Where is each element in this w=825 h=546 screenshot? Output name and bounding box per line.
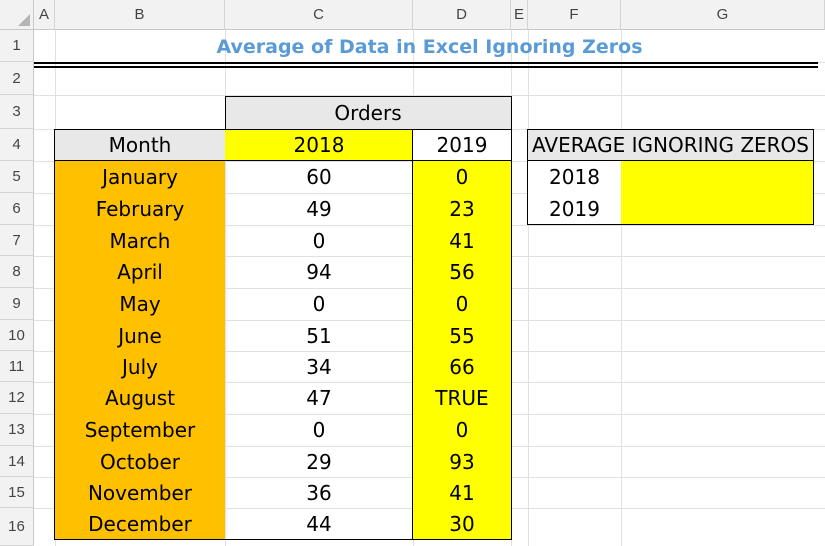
month-cell[interactable]: May	[55, 288, 225, 320]
column-header-c[interactable]: C	[225, 0, 413, 30]
row-header-15[interactable]: 15	[0, 477, 34, 508]
year-2019-header-cell[interactable]: 2019	[413, 129, 511, 161]
orders-2018-cell[interactable]: 51	[306, 323, 332, 348]
month-cell[interactable]: July	[55, 351, 225, 382]
orders-2018-cell[interactable]: 47	[306, 386, 332, 410]
row-header-12[interactable]: 12	[0, 382, 34, 414]
column-header-b[interactable]: B	[55, 0, 225, 30]
orders-2018-cell[interactable]: 44	[306, 511, 332, 536]
average-value-cell[interactable]	[621, 161, 813, 193]
row-header-1[interactable]: 1	[0, 30, 34, 62]
row-header-3[interactable]: 3	[0, 95, 34, 129]
month-cell[interactable]: June	[55, 320, 225, 351]
select-all-triangle-icon	[18, 14, 30, 26]
row-header-13[interactable]: 13	[0, 414, 34, 446]
month-cell[interactable]: August	[55, 382, 225, 414]
year-column-divider	[412, 129, 413, 540]
orders-2019-cell[interactable]: 23	[413, 193, 511, 225]
row-header-4[interactable]: 4	[0, 129, 34, 161]
month-cell[interactable]: January	[55, 161, 225, 193]
orders-2019-cell[interactable]: 56	[413, 256, 511, 288]
month-header-cell[interactable]: Month	[55, 129, 225, 161]
orders-2018-cell[interactable]: 60	[306, 165, 332, 189]
row-header-14[interactable]: 14	[0, 446, 34, 477]
row-gridline	[34, 95, 825, 96]
month-cell[interactable]: December	[55, 508, 225, 539]
average-value-cell[interactable]	[621, 193, 813, 225]
column-gridline	[225, 30, 226, 546]
average-header-divider	[527, 160, 814, 161]
orders-2019-cell[interactable]: 30	[413, 508, 511, 539]
orders-2018-cell[interactable]: 0	[312, 418, 326, 442]
month-cell[interactable]: September	[55, 414, 225, 446]
row-header-16[interactable]: 16	[0, 508, 34, 546]
orders-2019-cell[interactable]: 0	[413, 288, 511, 320]
row-header-7[interactable]: 7	[0, 225, 34, 256]
average-header-cell[interactable]: AVERAGE IGNORING ZEROS	[528, 129, 813, 161]
orders-2019-cell[interactable]: 55	[413, 320, 511, 351]
orders-2018-cell[interactable]: 36	[306, 480, 332, 505]
row-header-5[interactable]: 5	[0, 161, 34, 193]
orders-2019-cell[interactable]: 41	[413, 225, 511, 256]
row-header-9[interactable]: 9	[0, 288, 34, 320]
orders-2018-cell[interactable]: 0	[312, 292, 326, 316]
month-cell[interactable]: April	[55, 256, 225, 288]
orders-2018-cell[interactable]: 49	[306, 197, 332, 221]
column-header-d[interactable]: D	[413, 0, 511, 30]
header-divider	[54, 160, 512, 161]
average-year-cell[interactable]: 2019	[528, 193, 621, 225]
title-double-underline-top	[34, 62, 818, 64]
month-cell[interactable]: March	[55, 225, 225, 256]
month-cell[interactable]: October	[55, 446, 225, 477]
column-header-g[interactable]: G	[621, 0, 825, 30]
column-gridline	[511, 30, 512, 546]
title-double-underline-bottom	[34, 66, 818, 68]
sheet-title[interactable]: Average of Data in Excel Ignoring Zeros	[216, 35, 643, 58]
year-2018-header-cell[interactable]: 2018	[225, 129, 413, 161]
average-year-cell[interactable]: 2018	[528, 161, 621, 193]
orders-header-cell[interactable]: Orders	[225, 97, 511, 129]
column-header-e[interactable]: E	[511, 0, 528, 30]
orders-2019-cell[interactable]: TRUE	[413, 382, 511, 414]
orders-2018-cell[interactable]: 0	[312, 228, 326, 253]
column-gridline	[528, 30, 529, 546]
row-header-11[interactable]: 11	[0, 351, 34, 382]
row-header-8[interactable]: 8	[0, 256, 34, 288]
column-gridline	[621, 30, 622, 546]
row-header-2[interactable]: 2	[0, 62, 34, 95]
orders-2019-cell[interactable]: 93	[413, 446, 511, 477]
row-header-6[interactable]: 6	[0, 193, 34, 225]
row-header-10[interactable]: 10	[0, 320, 34, 351]
orders-2019-cell[interactable]: 41	[413, 477, 511, 508]
select-all-corner[interactable]	[0, 0, 34, 30]
orders-2019-cell[interactable]: 0	[413, 414, 511, 446]
orders-2018-cell[interactable]: 29	[306, 449, 332, 474]
orders-2019-cell[interactable]: 0	[413, 161, 511, 193]
month-cell[interactable]: February	[55, 193, 225, 225]
month-cell[interactable]: November	[55, 477, 225, 508]
orders-2018-cell[interactable]: 34	[306, 354, 332, 379]
column-header-f[interactable]: F	[528, 0, 621, 30]
orders-2018-cell[interactable]: 94	[306, 260, 332, 284]
orders-2019-cell[interactable]: 66	[413, 351, 511, 382]
column-header-a[interactable]: A	[34, 0, 55, 30]
